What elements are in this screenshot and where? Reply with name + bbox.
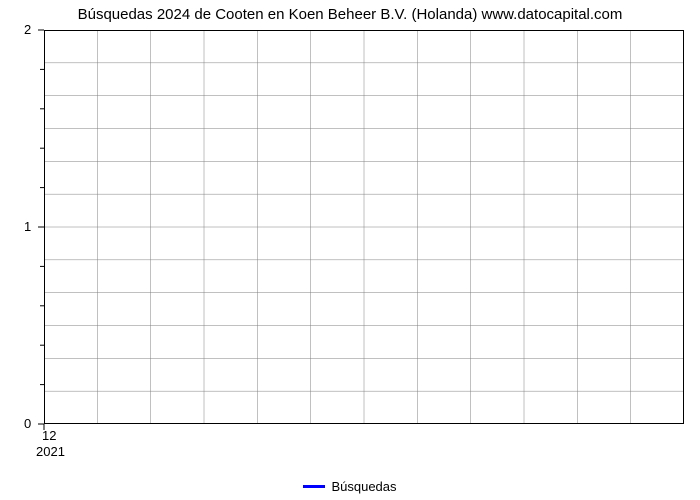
legend-swatch: [303, 485, 325, 488]
legend-label: Búsquedas: [331, 479, 396, 494]
legend: Búsquedas: [0, 478, 700, 494]
y-tick-label-1: 1: [24, 219, 31, 234]
x-tick-label-month: 12: [42, 428, 56, 443]
plot-area: [44, 30, 684, 424]
y-tick-label-0: 0: [24, 416, 31, 431]
y-tick-label-2: 2: [24, 22, 31, 37]
plot-svg: [44, 30, 684, 424]
x-tick-label-year: 2021: [36, 444, 65, 459]
chart-title: Búsquedas 2024 de Cooten en Koen Beheer …: [0, 6, 700, 23]
